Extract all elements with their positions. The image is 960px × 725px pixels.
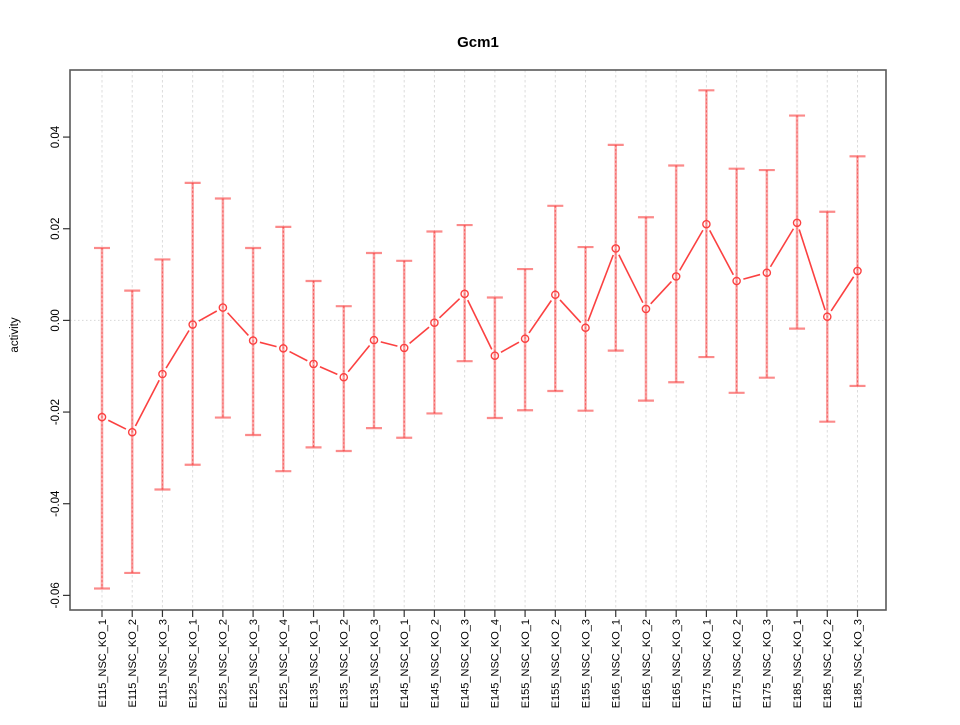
x-tick-label: E155_NSC_KO_1 bbox=[520, 619, 532, 708]
y-tick-label: 0.00 bbox=[50, 309, 62, 331]
series-line-segment bbox=[409, 326, 430, 345]
x-tick-label: E185_NSC_KO_3 bbox=[852, 619, 864, 708]
series-line-segment bbox=[107, 419, 127, 430]
series-line-segment bbox=[165, 330, 190, 369]
series-line-segment bbox=[678, 229, 704, 271]
series-line-segment bbox=[587, 254, 614, 322]
y-axis-label: activity bbox=[9, 317, 21, 352]
x-tick-label: E175_NSC_KO_2 bbox=[731, 619, 743, 708]
data-point bbox=[792, 218, 802, 228]
data-point bbox=[279, 344, 288, 353]
x-tick-label: E145_NSC_KO_3 bbox=[459, 619, 471, 708]
series-line-segment bbox=[500, 341, 520, 353]
y-tick-label: -0.04 bbox=[50, 490, 62, 517]
y-tick-label: -0.02 bbox=[50, 399, 62, 425]
series-line-segment bbox=[466, 299, 493, 350]
data-point bbox=[702, 219, 711, 229]
data-point bbox=[520, 334, 530, 344]
x-tick-label: E115_NSC_KO_1 bbox=[97, 619, 109, 707]
data-point bbox=[309, 359, 318, 369]
chart-title: Gcm1 bbox=[457, 34, 499, 51]
data-point bbox=[581, 323, 590, 333]
data-point bbox=[732, 276, 741, 286]
data-point bbox=[97, 412, 107, 422]
series-line-segment bbox=[227, 312, 249, 336]
series-line-segment bbox=[289, 350, 308, 362]
x-tick-label: E185_NSC_KO_1 bbox=[792, 619, 804, 708]
x-tick-label: E165_NSC_KO_1 bbox=[611, 619, 623, 708]
series-line-segment bbox=[134, 379, 160, 427]
series-line-segment bbox=[259, 341, 277, 348]
y-tick-label: 0.04 bbox=[50, 125, 62, 148]
x-tick-label: E135_NSC_KO_1 bbox=[308, 619, 320, 708]
data-point bbox=[460, 289, 469, 299]
data-point bbox=[822, 312, 832, 322]
data-point bbox=[490, 351, 500, 360]
series-line-segment bbox=[198, 310, 218, 322]
data-point bbox=[127, 427, 137, 437]
series-line-segment bbox=[743, 273, 761, 280]
data-point bbox=[762, 268, 772, 278]
series-line-segment bbox=[319, 366, 338, 376]
data-point bbox=[853, 266, 862, 276]
data-point bbox=[369, 335, 379, 345]
x-tick-label: E145_NSC_KO_2 bbox=[429, 619, 441, 708]
x-tick-label: E145_NSC_KO_4 bbox=[490, 619, 502, 708]
data-point bbox=[158, 369, 167, 379]
x-tick-label: E175_NSC_KO_3 bbox=[762, 619, 774, 708]
x-tick-label: E125_NSC_KO_2 bbox=[218, 619, 230, 708]
x-tick-label: E145_NSC_KO_1 bbox=[399, 619, 411, 708]
data-point bbox=[218, 303, 228, 312]
y-tick-label: -0.06 bbox=[50, 582, 62, 608]
plot-frame bbox=[69, 69, 887, 611]
x-tick-label: E115_NSC_KO_2 bbox=[127, 619, 139, 707]
data-point bbox=[188, 320, 197, 329]
x-tick-label: E155_NSC_KO_2 bbox=[550, 619, 562, 708]
x-tick-label: E125_NSC_KO_1 bbox=[188, 619, 200, 708]
data-point bbox=[551, 290, 560, 300]
x-tick-label: E165_NSC_KO_3 bbox=[671, 619, 683, 708]
data-point bbox=[399, 343, 409, 353]
series-line-segment bbox=[798, 229, 826, 311]
x-tick-label: E185_NSC_KO_2 bbox=[822, 619, 834, 708]
x-tick-label: E135_NSC_KO_3 bbox=[369, 619, 381, 708]
data-point bbox=[641, 304, 651, 314]
x-tick-label: E175_NSC_KO_1 bbox=[701, 619, 713, 708]
series-line-segment bbox=[618, 254, 644, 304]
data-point bbox=[430, 318, 439, 327]
series-line-segment bbox=[380, 341, 398, 347]
data-point bbox=[671, 272, 681, 281]
series-line-segment bbox=[528, 300, 552, 334]
x-tick-label: E125_NSC_KO_3 bbox=[248, 619, 260, 708]
data-point bbox=[248, 336, 258, 345]
data-point bbox=[339, 372, 349, 382]
series-line-segment bbox=[347, 345, 371, 373]
series-line-segment bbox=[708, 229, 735, 276]
x-tick-label: E125_NSC_KO_4 bbox=[278, 619, 290, 708]
x-tick-label: E135_NSC_KO_2 bbox=[339, 619, 351, 708]
y-tick-label: 0.02 bbox=[50, 218, 62, 240]
series-line-segment bbox=[650, 280, 673, 305]
data-point bbox=[611, 244, 621, 253]
x-tick-label: E115_NSC_KO_3 bbox=[157, 619, 169, 707]
series-line-segment bbox=[830, 276, 855, 312]
x-tick-label: E165_NSC_KO_2 bbox=[641, 619, 653, 708]
series-line-segment bbox=[769, 228, 795, 268]
x-tick-label: E155_NSC_KO_3 bbox=[580, 619, 592, 708]
series-line-segment bbox=[559, 299, 582, 324]
series-line-segment bbox=[438, 298, 461, 319]
